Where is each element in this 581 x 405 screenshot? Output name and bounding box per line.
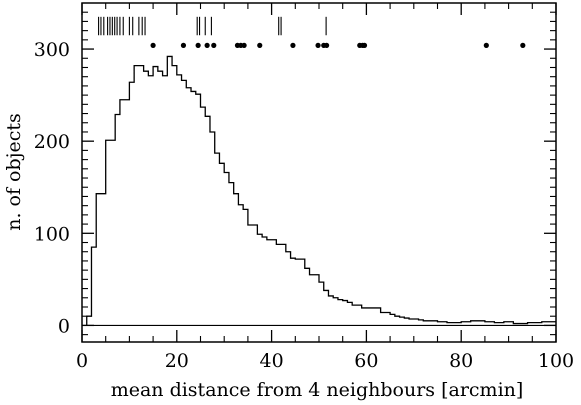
x-tick-label: 0 bbox=[76, 350, 88, 372]
x-tick-label: 40 bbox=[260, 350, 284, 372]
upper-dot bbox=[204, 42, 210, 48]
histogram-series bbox=[86, 55, 556, 326]
upper-dot bbox=[195, 42, 201, 48]
upper-dot bbox=[483, 42, 489, 48]
x-axis: 0 20 40 60 80 100 bbox=[76, 3, 574, 372]
plot-frame bbox=[81, 2, 557, 343]
upper-dot bbox=[257, 42, 263, 48]
upper-dot bbox=[361, 42, 368, 48]
x-tick-label: 80 bbox=[449, 350, 473, 372]
y-tick-label: 100 bbox=[34, 223, 70, 245]
plot-area bbox=[81, 2, 557, 343]
upper-dot bbox=[211, 42, 217, 48]
y-tick-label: 200 bbox=[34, 131, 70, 153]
upper-dot bbox=[520, 42, 526, 48]
upper-dot bbox=[180, 42, 187, 48]
upper-dot bbox=[290, 42, 296, 48]
y-tick-label: 300 bbox=[34, 39, 70, 61]
y-axis-title: n. of objects bbox=[3, 113, 25, 231]
y-axis: 0 100 200 300 bbox=[34, 11, 556, 337]
x-tick-label: 60 bbox=[354, 350, 378, 372]
upper-dot bbox=[150, 42, 156, 48]
x-tick-label: 20 bbox=[165, 350, 189, 372]
upper-dot bbox=[241, 42, 247, 48]
x-tick-label: 100 bbox=[538, 350, 574, 372]
y-tick-label: 0 bbox=[58, 315, 70, 337]
upper-dot bbox=[315, 42, 321, 48]
upper-dot bbox=[323, 42, 330, 48]
x-axis-title: mean distance from 4 neighbours [arcmin] bbox=[111, 379, 524, 401]
